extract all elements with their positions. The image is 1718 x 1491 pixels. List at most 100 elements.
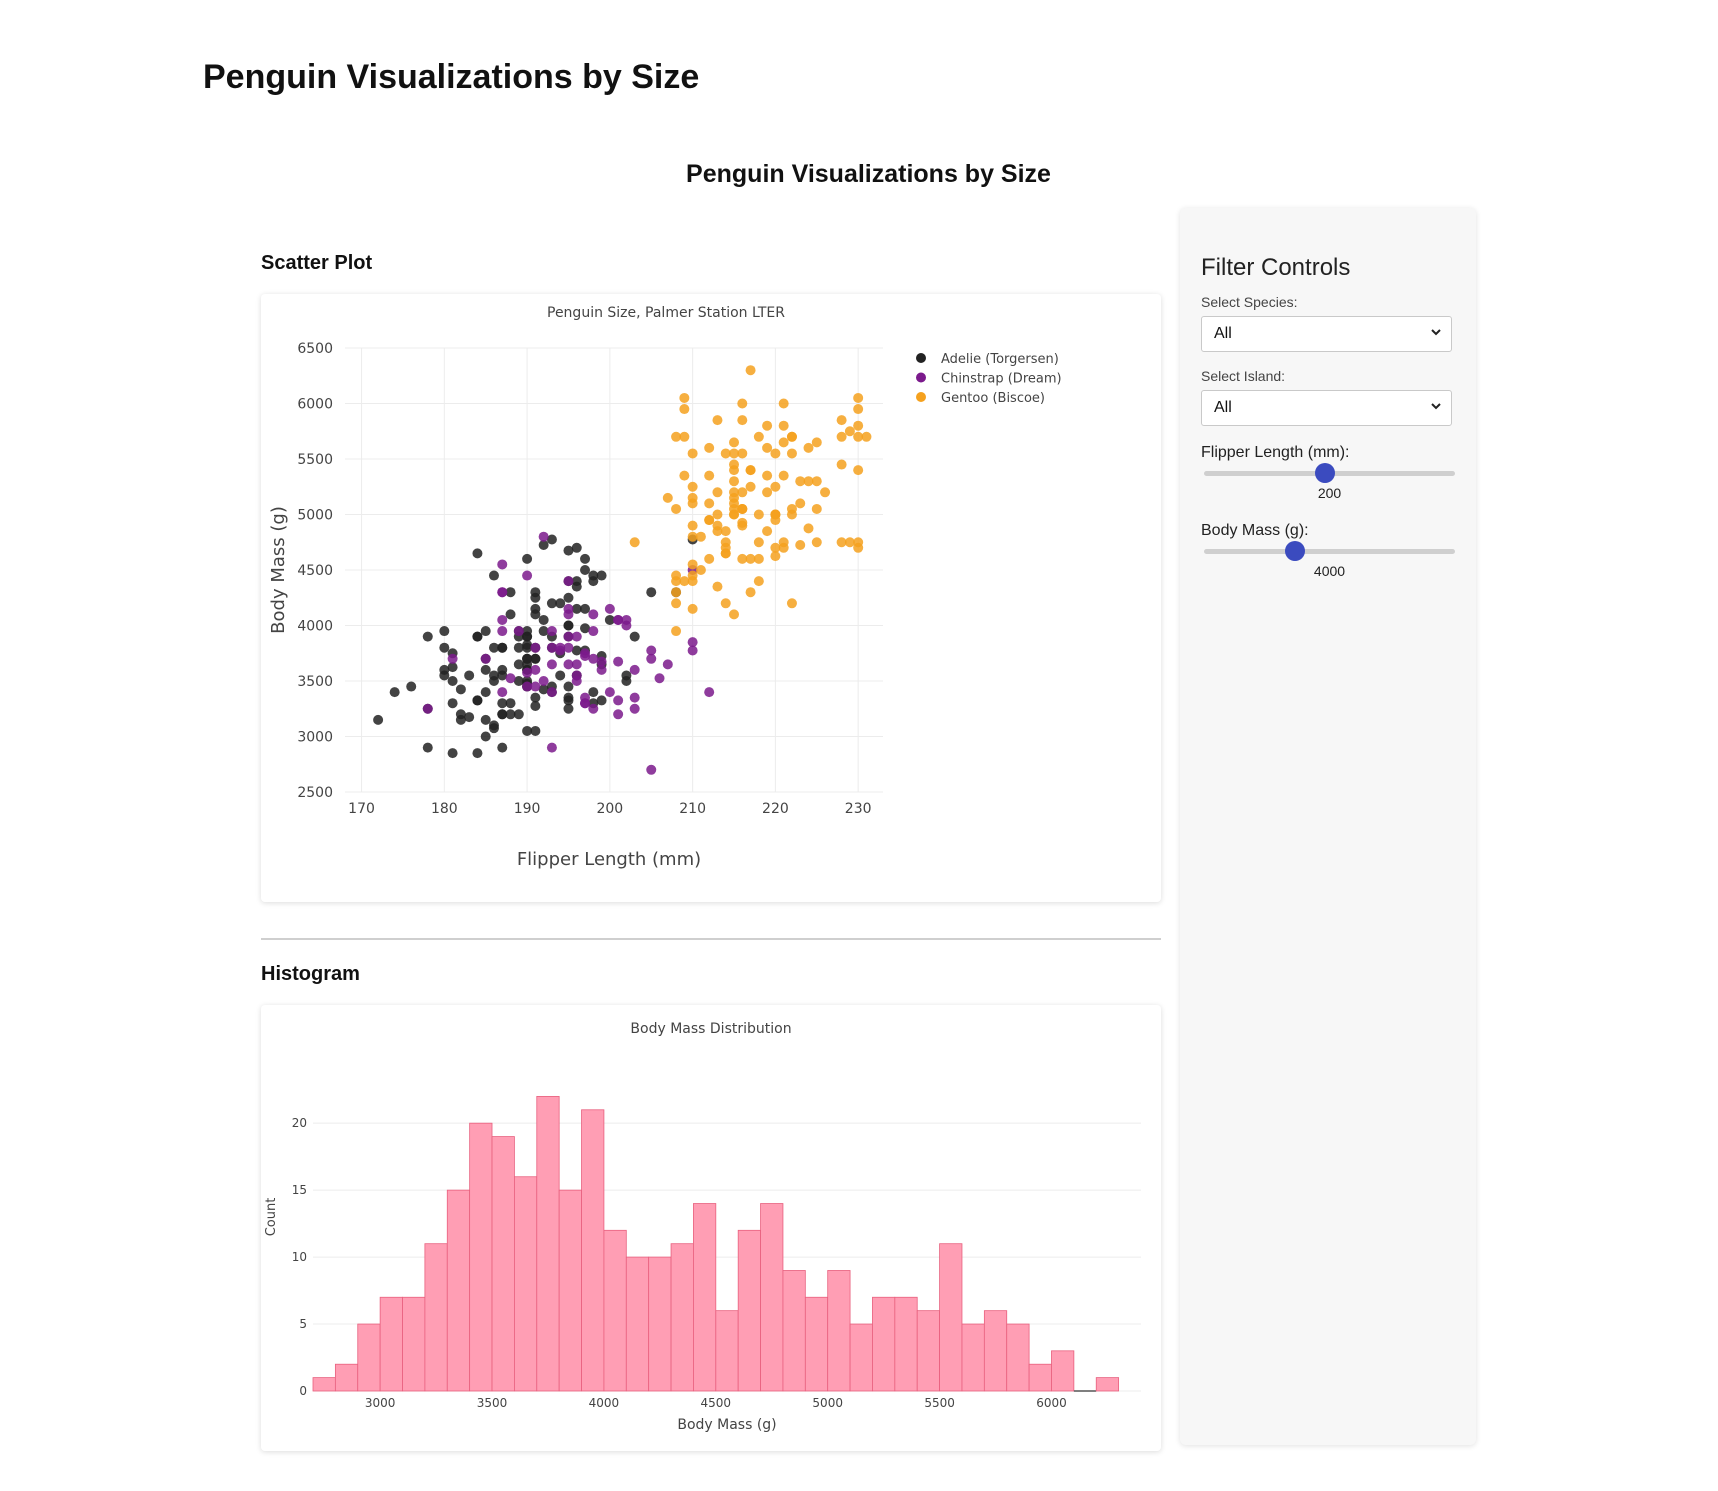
species-select[interactable]: All	[1201, 316, 1452, 352]
data-point	[447, 662, 458, 673]
data-point	[629, 631, 640, 642]
data-point	[687, 637, 698, 648]
data-point	[546, 534, 557, 545]
data-point	[753, 509, 764, 520]
data-point	[571, 603, 582, 614]
scatter-plot[interactable]: Penguin Size, Palmer Station LTER 2500 300…	[261, 294, 1161, 902]
data-point	[811, 537, 822, 548]
data-point	[795, 540, 806, 551]
body-mass-slider[interactable]	[1204, 541, 1455, 561]
histogram-bar	[1006, 1323, 1030, 1392]
flipper-length-label: Flipper Length (mm):	[1201, 444, 1350, 461]
data-point	[836, 537, 847, 548]
histogram-chart[interactable]: Body Mass Distribution 0 5 10 15 20 3000 3500 40…	[261, 1005, 1161, 1451]
histogram-bar	[581, 1109, 605, 1392]
data-point	[571, 659, 582, 670]
data-point	[546, 626, 557, 637]
data-point	[737, 448, 748, 459]
data-point	[786, 448, 797, 459]
data-point	[522, 681, 533, 692]
data-point	[662, 492, 673, 503]
data-point	[522, 653, 533, 664]
data-point	[687, 520, 698, 531]
data-point	[389, 687, 400, 698]
data-point	[439, 626, 450, 637]
data-point	[505, 709, 516, 720]
data-point	[737, 553, 748, 564]
data-point	[447, 676, 458, 686]
histogram-bar	[827, 1270, 851, 1392]
data-point	[853, 537, 864, 548]
data-point	[853, 465, 864, 476]
legend-marker	[916, 353, 926, 363]
data-point	[704, 442, 715, 453]
y-tick-label: 6500	[297, 341, 333, 357]
x-tick-label: 4500	[701, 1396, 732, 1410]
data-point	[538, 626, 549, 637]
data-point	[538, 684, 549, 695]
data-point	[604, 603, 615, 614]
data-point	[836, 415, 847, 426]
data-point	[687, 559, 698, 570]
data-point	[596, 695, 607, 706]
x-tick-label: 220	[762, 801, 789, 817]
data-point	[472, 695, 483, 706]
data-point	[629, 703, 640, 714]
island-select[interactable]: All	[1201, 390, 1452, 426]
chart-title: Penguin Size, Palmer Station LTER	[547, 305, 785, 321]
legend-label: Adelie (Torgersen)	[941, 352, 1059, 367]
data-point	[811, 476, 822, 487]
data-point	[555, 642, 566, 653]
data-point	[472, 748, 483, 759]
data-point	[530, 609, 541, 620]
data-point	[762, 420, 773, 431]
data-point	[729, 509, 740, 520]
slider-handle[interactable]	[1284, 541, 1305, 561]
data-point	[770, 542, 781, 553]
data-point	[505, 587, 516, 598]
data-point	[811, 503, 822, 514]
data-point	[778, 398, 789, 409]
y-tick-label: 2500	[297, 785, 333, 801]
data-point	[671, 587, 682, 598]
data-point	[778, 437, 789, 448]
histogram-bar	[804, 1296, 829, 1392]
data-point	[737, 398, 748, 409]
scatter-card: Penguin Size, Palmer Station LTER 2500 300…	[261, 294, 1161, 902]
data-point	[447, 748, 458, 759]
histogram-bar	[1051, 1350, 1075, 1392]
data-point	[580, 692, 591, 703]
data-point	[588, 609, 599, 620]
data-point	[455, 714, 466, 725]
page-title: Penguin Visualizations by Size	[203, 58, 700, 96]
data-point	[497, 642, 508, 653]
data-point	[505, 673, 516, 684]
data-point	[662, 659, 673, 670]
data-point	[596, 570, 607, 581]
x-tick-label: 3000	[365, 1396, 396, 1410]
data-point	[513, 642, 524, 653]
data-point	[836, 459, 847, 470]
data-point	[844, 426, 855, 437]
data-point	[729, 498, 740, 509]
data-point	[530, 653, 541, 664]
data-point	[745, 481, 756, 492]
legend-label: Gentoo (Biscoe)	[941, 391, 1045, 406]
data-point	[497, 698, 508, 709]
y-tick-label: 4000	[297, 619, 333, 635]
data-point	[720, 537, 731, 548]
slider-handle[interactable]	[1315, 463, 1336, 483]
data-point	[464, 670, 475, 681]
data-point	[439, 642, 450, 653]
data-point	[464, 712, 475, 723]
flipper-length-slider[interactable]	[1204, 463, 1455, 483]
histogram-card: Body Mass Distribution 0 5 10 15 20 3000 3500 40…	[261, 1005, 1161, 1451]
data-point	[472, 548, 483, 559]
data-point	[803, 442, 814, 453]
data-point	[671, 503, 682, 514]
data-point	[803, 476, 814, 487]
data-point	[580, 623, 591, 634]
data-point	[853, 392, 864, 403]
legend-marker	[916, 372, 926, 383]
data-point	[687, 576, 698, 587]
